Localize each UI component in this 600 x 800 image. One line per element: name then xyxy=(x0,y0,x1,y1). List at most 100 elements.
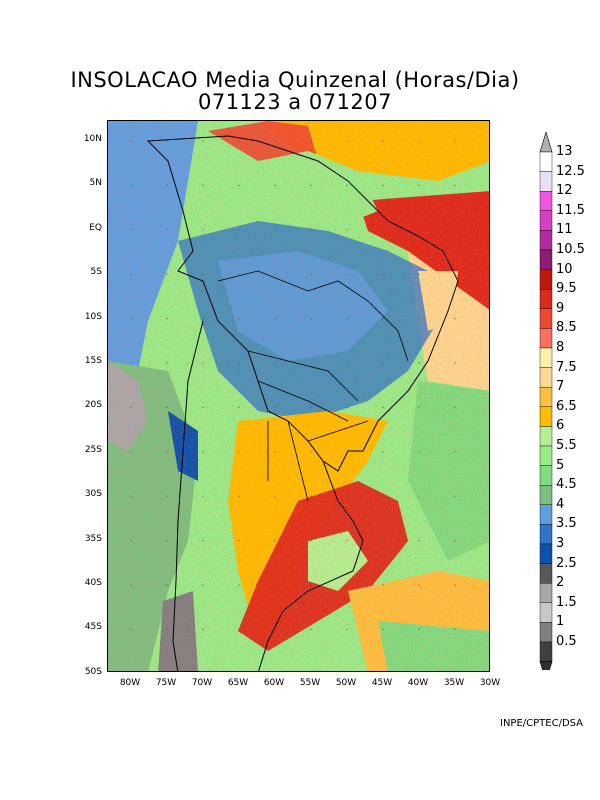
colorbar-top-arrow xyxy=(539,130,553,153)
graticule-point xyxy=(310,584,312,586)
latitude-label: 50S xyxy=(84,666,102,677)
graticule-point xyxy=(166,584,168,586)
graticule-point xyxy=(274,628,276,630)
graticule-point xyxy=(418,406,420,408)
colorbar-swatch xyxy=(539,543,553,564)
graticule-point xyxy=(382,451,384,453)
graticule-point xyxy=(130,628,132,630)
graticule-point xyxy=(274,273,276,275)
graticule-point xyxy=(418,451,420,453)
latitude-label: 25S xyxy=(84,444,102,455)
graticule-point xyxy=(346,406,348,408)
graticule-point xyxy=(202,362,204,364)
graticule-point xyxy=(202,184,204,186)
latitude-label: 10N xyxy=(83,134,102,144)
graticule-point xyxy=(130,495,132,497)
graticule-point xyxy=(454,184,456,186)
colorbar-swatch xyxy=(539,504,553,525)
graticule-point xyxy=(238,451,240,453)
colorbar-label: 8.5 xyxy=(556,320,577,336)
graticule-point xyxy=(130,540,132,542)
colorbar-swatch xyxy=(539,288,553,309)
colorbar-swatch xyxy=(539,269,553,290)
graticule-point xyxy=(454,584,456,586)
colorbar-swatch xyxy=(539,563,553,584)
graticule-point xyxy=(382,229,384,231)
graticule-point xyxy=(202,229,204,231)
graticule-point xyxy=(166,406,168,408)
colorbar-label: 0.5 xyxy=(556,634,577,649)
graticule-point xyxy=(382,540,384,542)
graticule-point xyxy=(166,273,168,275)
graticule-point xyxy=(346,628,348,630)
colorbar-swatch xyxy=(539,583,553,604)
graticule-point xyxy=(346,140,348,142)
graticule-point xyxy=(346,273,348,275)
source-credit: INPE/CPTEC/DSA xyxy=(500,718,584,729)
graticule-point xyxy=(202,584,204,586)
graticule-point xyxy=(418,318,420,320)
colorbar-label: 5 xyxy=(556,457,565,473)
colorbar-swatch xyxy=(539,249,553,270)
colorbar xyxy=(539,130,553,670)
colorbar-swatch xyxy=(539,191,553,212)
graticule-point xyxy=(418,273,420,275)
map-subtitle-date-range: 071123 a 071207 xyxy=(197,90,393,114)
graticule xyxy=(130,140,456,630)
graticule-point xyxy=(274,584,276,586)
graticule-point xyxy=(274,406,276,408)
colorbar-swatch xyxy=(539,347,553,368)
colorbar-swatch xyxy=(539,485,553,506)
graticule-point xyxy=(166,362,168,364)
graticule-point xyxy=(238,406,240,408)
colorbar-label: 9 xyxy=(556,300,565,316)
graticule-point xyxy=(418,584,420,586)
colorbar-label: 10 xyxy=(556,261,573,277)
colorbar-swatch xyxy=(539,151,553,172)
graticule-point xyxy=(130,318,132,320)
graticule-point xyxy=(346,451,348,453)
graticule-point xyxy=(130,451,132,453)
graticule-point xyxy=(310,540,312,542)
graticule-point xyxy=(238,229,240,231)
latitude-label: 20S xyxy=(84,400,102,411)
latitude-label: 40S xyxy=(84,578,102,588)
latitude-label: 5S xyxy=(90,267,102,278)
graticule-point xyxy=(418,362,420,364)
graticule-point xyxy=(238,184,240,186)
graticule-point xyxy=(202,451,204,453)
graticule-point xyxy=(238,584,240,586)
colorbar-swatch xyxy=(539,465,553,486)
graticule-point xyxy=(238,318,240,320)
graticule-point xyxy=(238,362,240,364)
colorbar-label: 9.5 xyxy=(556,281,577,297)
graticule-point xyxy=(418,628,420,630)
graticule-point xyxy=(310,628,312,630)
graticule-point xyxy=(274,451,276,453)
graticule-point xyxy=(202,495,204,497)
graticule-point xyxy=(310,406,312,408)
graticule-point xyxy=(346,229,348,231)
longitude-label: 45W xyxy=(371,678,393,688)
graticule-point xyxy=(274,184,276,186)
colorbar-label: 11.5 xyxy=(556,202,585,218)
graticule-point xyxy=(274,318,276,320)
map-title: INSOLACAO Media Quinzenal (Horas/Dia) xyxy=(70,68,520,92)
coastline-west xyxy=(172,320,204,671)
graticule-point xyxy=(382,584,384,586)
colorbar-label: 2 xyxy=(556,575,565,591)
state-borders xyxy=(217,270,409,442)
country-borders xyxy=(267,420,309,502)
graticule-point xyxy=(130,584,132,586)
graticule-point xyxy=(166,628,168,630)
latitude-label: 45S xyxy=(84,622,102,633)
latitude-label: 10S xyxy=(84,311,102,322)
graticule-point xyxy=(382,184,384,186)
graticule-point xyxy=(166,229,168,231)
insolation-map xyxy=(107,120,490,672)
latitude-label: 30S xyxy=(84,489,102,500)
graticule-point xyxy=(418,540,420,542)
graticule-point xyxy=(382,140,384,142)
graticule-point xyxy=(238,628,240,630)
colorbar-label: 13 xyxy=(556,144,573,159)
